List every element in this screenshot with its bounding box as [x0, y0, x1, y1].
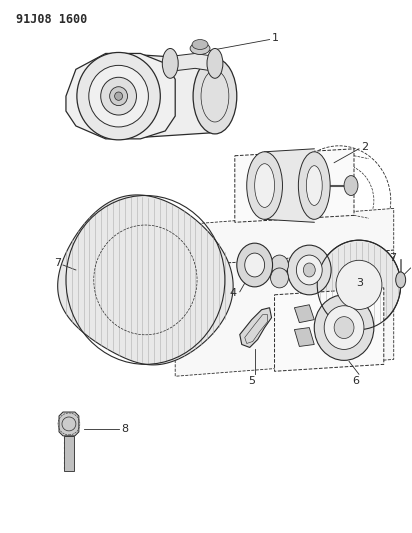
- Ellipse shape: [89, 66, 148, 127]
- Text: 3: 3: [356, 278, 363, 288]
- Ellipse shape: [306, 166, 322, 205]
- Ellipse shape: [396, 272, 406, 288]
- Text: 7: 7: [389, 253, 396, 263]
- Polygon shape: [64, 436, 74, 471]
- Text: 4: 4: [230, 288, 237, 298]
- Ellipse shape: [237, 243, 273, 287]
- Ellipse shape: [317, 240, 401, 329]
- Ellipse shape: [245, 253, 265, 277]
- Ellipse shape: [255, 164, 274, 207]
- Text: 8: 8: [122, 424, 129, 434]
- Ellipse shape: [288, 146, 391, 255]
- Polygon shape: [175, 250, 394, 376]
- Polygon shape: [295, 328, 314, 346]
- Polygon shape: [274, 288, 384, 372]
- Ellipse shape: [192, 39, 208, 50]
- Text: 1: 1: [272, 33, 279, 43]
- Ellipse shape: [207, 49, 223, 78]
- Polygon shape: [58, 195, 233, 365]
- Polygon shape: [59, 412, 79, 436]
- Polygon shape: [295, 305, 314, 322]
- Text: 6: 6: [352, 376, 359, 386]
- Ellipse shape: [344, 175, 358, 196]
- Ellipse shape: [288, 245, 331, 295]
- Polygon shape: [240, 308, 272, 348]
- Polygon shape: [175, 208, 394, 267]
- Ellipse shape: [77, 52, 160, 140]
- Ellipse shape: [314, 295, 374, 360]
- Ellipse shape: [110, 87, 128, 106]
- Ellipse shape: [336, 260, 382, 310]
- Ellipse shape: [334, 317, 354, 338]
- Text: 7: 7: [54, 258, 61, 268]
- Polygon shape: [265, 149, 314, 222]
- Ellipse shape: [193, 59, 237, 134]
- Ellipse shape: [115, 92, 122, 100]
- Ellipse shape: [190, 43, 210, 54]
- Ellipse shape: [247, 152, 283, 219]
- Ellipse shape: [101, 77, 136, 115]
- Ellipse shape: [162, 49, 178, 78]
- Ellipse shape: [303, 263, 315, 277]
- Ellipse shape: [271, 268, 288, 288]
- Ellipse shape: [298, 152, 330, 219]
- Text: 91J08 1600: 91J08 1600: [16, 13, 87, 26]
- Ellipse shape: [296, 255, 322, 285]
- Polygon shape: [170, 53, 215, 71]
- Ellipse shape: [271, 255, 288, 275]
- Polygon shape: [235, 149, 354, 222]
- Polygon shape: [119, 53, 230, 139]
- Polygon shape: [66, 53, 175, 139]
- Ellipse shape: [324, 306, 364, 350]
- Text: 5: 5: [248, 376, 255, 386]
- Text: 2: 2: [361, 142, 368, 152]
